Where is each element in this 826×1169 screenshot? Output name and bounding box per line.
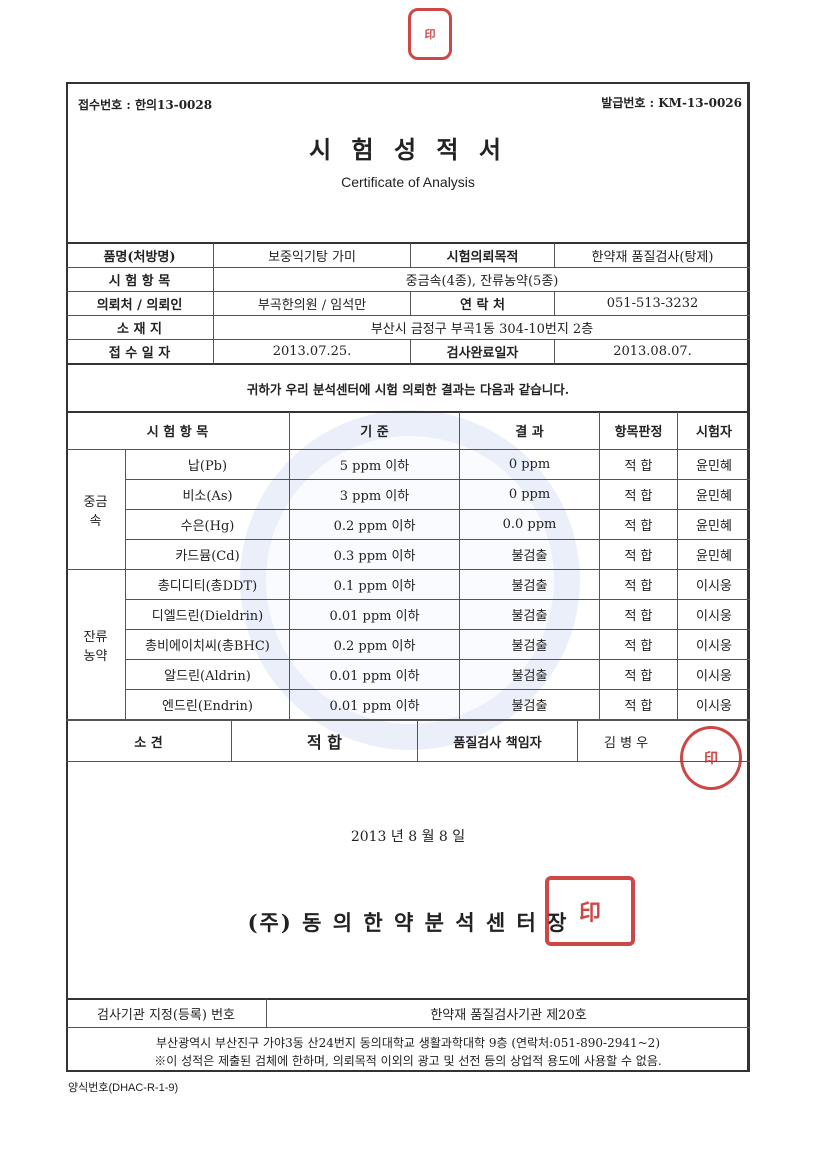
column-header: 기 준 xyxy=(290,412,460,450)
judgement-value: 적 합 xyxy=(600,630,678,660)
group-label: 잔류 농약 xyxy=(66,570,126,720)
test-item: 비소(As) xyxy=(126,480,290,510)
opinion-value: 적 합 xyxy=(232,720,418,762)
registration-label: 검사기관 지정(등록) 번호 xyxy=(66,999,267,1028)
standard-value: 0.01 ppm 이하 xyxy=(290,690,460,720)
judgement-value: 적 합 xyxy=(600,450,678,480)
group-label: 중금속 xyxy=(66,450,126,570)
items-value: 중금속(4종), 잔류농약(5종) xyxy=(214,268,750,292)
items-label: 시 험 항 목 xyxy=(66,268,214,292)
certificate-frame xyxy=(66,82,750,1072)
standard-value: 0.01 ppm 이하 xyxy=(290,660,460,690)
tester-name: 윤민혜 xyxy=(678,540,750,570)
statement: 귀하가 우리 분석센터에 시험 의뢰한 결과는 다음과 같습니다. xyxy=(246,382,570,397)
standard-value: 0.1 ppm 이하 xyxy=(290,570,460,600)
standard-value: 5 ppm 이하 xyxy=(290,450,460,480)
product-value: 보중익기탕 가미 xyxy=(214,243,411,268)
tester-name: 윤민혜 xyxy=(678,510,750,540)
result-value: 불검출 xyxy=(460,660,600,690)
judgement-value: 적 합 xyxy=(600,480,678,510)
tester-name: 이시웅 xyxy=(678,630,750,660)
judgement-value: 적 합 xyxy=(600,690,678,720)
received-label: 접 수 일 자 xyxy=(66,340,214,365)
result-value: 불검출 xyxy=(460,600,600,630)
issue-number: 발급번호 : KM-13-0026 xyxy=(601,96,742,110)
tester-name: 이시웅 xyxy=(678,660,750,690)
document-title: 시 험 성 적 서 xyxy=(309,135,507,164)
test-item: 알드린(Aldrin) xyxy=(126,660,290,690)
manager-name: 김 병 우 xyxy=(578,720,750,762)
result-value: 불검출 xyxy=(460,690,600,720)
product-label: 품명(처방명) xyxy=(66,243,214,268)
column-header: 시 험 항 목 xyxy=(66,412,290,450)
standard-value: 0.01 ppm 이하 xyxy=(290,600,460,630)
tester-name: 이시웅 xyxy=(678,600,750,630)
tester-name: 윤민혜 xyxy=(678,450,750,480)
test-item: 수은(Hg) xyxy=(126,510,290,540)
issue-date: 2013 년 8 월 8 일 xyxy=(350,829,466,845)
standard-value: 0.2 ppm 이하 xyxy=(290,510,460,540)
contact-label: 연 락 처 xyxy=(411,292,555,316)
column-header: 결 과 xyxy=(460,412,600,450)
test-item: 디엘드린(Dieldrin) xyxy=(126,600,290,630)
standard-value: 3 ppm 이하 xyxy=(290,480,460,510)
column-header: 항목판정 xyxy=(600,412,678,450)
result-value: 불검출 xyxy=(460,540,600,570)
client-value: 부곡한의원 / 임석만 xyxy=(214,292,411,316)
test-item: 카드뮴(Cd) xyxy=(126,540,290,570)
judgement-value: 적 합 xyxy=(600,510,678,540)
footer-note: ※이 성적은 제출된 검체에 한하며, 의뢰목적 이외의 광고 및 선전 등의 … xyxy=(154,1054,662,1068)
tester-name: 윤민혜 xyxy=(678,480,750,510)
judgement-value: 적 합 xyxy=(600,660,678,690)
test-item: 총비에이치씨(총BHC) xyxy=(126,630,290,660)
standard-value: 0.3 ppm 이하 xyxy=(290,540,460,570)
result-value: 0 ppm xyxy=(460,450,600,480)
contact-value: 051-513-3232 xyxy=(555,292,750,316)
test-item: 총디디티(총DDT) xyxy=(126,570,290,600)
result-value: 0 ppm xyxy=(460,480,600,510)
purpose-label: 시험의뢰목적 xyxy=(411,243,555,268)
form-number: 양식번호(DHAC-R-1-9) xyxy=(68,1082,179,1094)
manager-label: 품질검사 책임자 xyxy=(418,720,578,762)
test-item: 엔드린(Endrin) xyxy=(126,690,290,720)
company-name: (주) 동 의 한 약 분 석 센 터 장 xyxy=(247,910,569,935)
result-value: 0.0 ppm xyxy=(460,510,600,540)
result-value: 불검출 xyxy=(460,630,600,660)
top-seal-stamp: 印 xyxy=(408,8,452,60)
purpose-value: 한약재 품질검사(탕제) xyxy=(555,243,750,268)
footer-address: 부산광역시 부산진구 가야3동 산24번지 동의대학교 생활과학대학 9층 (연… xyxy=(156,1036,660,1050)
judgement-value: 적 합 xyxy=(600,540,678,570)
tester-name: 이시웅 xyxy=(678,690,750,720)
manager-seal-stamp: 印 xyxy=(680,726,742,790)
opinion-label: 소 견 xyxy=(66,720,232,762)
judgement-value: 적 합 xyxy=(600,600,678,630)
standard-value: 0.2 ppm 이하 xyxy=(290,630,460,660)
column-header: 시험자 xyxy=(678,412,750,450)
received-value: 2013.07.25. xyxy=(214,340,411,365)
company-seal-stamp: 印 xyxy=(545,876,635,946)
address-label: 소 재 지 xyxy=(66,316,214,340)
judgement-value: 적 합 xyxy=(600,570,678,600)
test-item: 납(Pb) xyxy=(126,450,290,480)
client-label: 의뢰처 / 의뢰인 xyxy=(66,292,214,316)
receipt-number: 접수번호 : 한의13-0028 xyxy=(78,98,213,112)
completed-label: 검사완료일자 xyxy=(411,340,555,365)
result-value: 불검출 xyxy=(460,570,600,600)
document-subtitle: Certificate of Analysis xyxy=(341,174,475,190)
completed-value: 2013.08.07. xyxy=(555,340,750,365)
tester-name: 이시웅 xyxy=(678,570,750,600)
address-value: 부산시 금정구 부곡1동 304-10번지 2층 xyxy=(214,316,750,340)
registration-value: 한약재 품질검사기관 제20호 xyxy=(267,999,750,1028)
